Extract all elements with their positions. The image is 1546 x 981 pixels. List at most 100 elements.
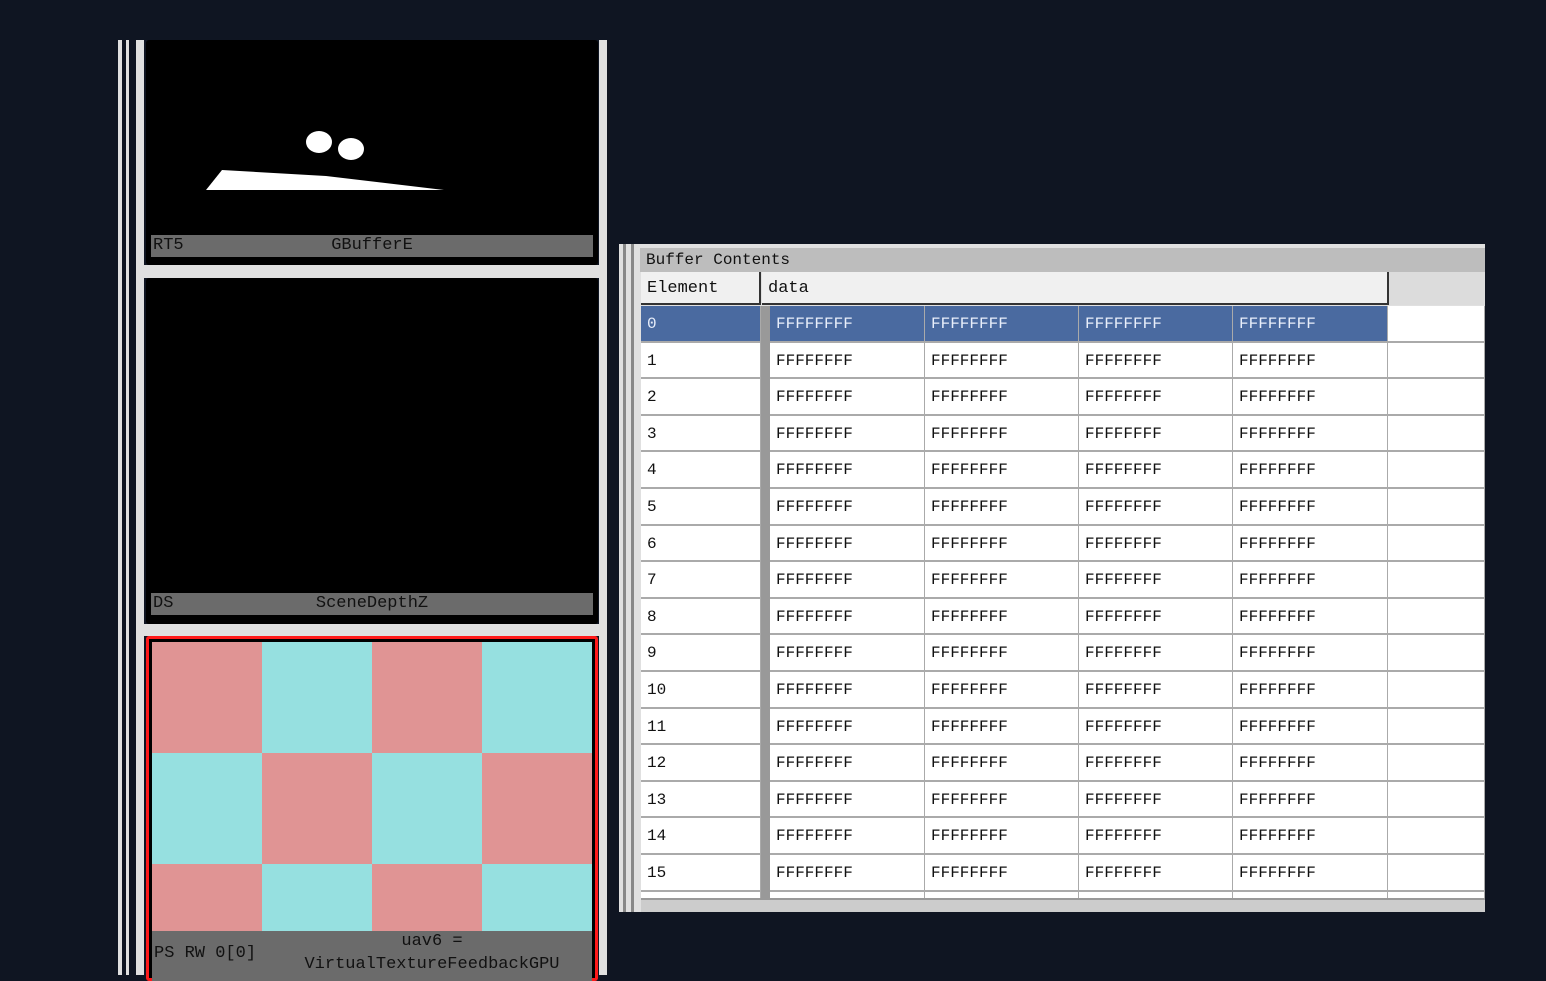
data-cell[interactable]: FFFFFFFF [770, 379, 925, 416]
data-cell[interactable]: FFFFFFFF [770, 415, 925, 453]
data-cell[interactable]: FFFFFFFF [925, 489, 1079, 526]
data-cell[interactable]: FFFFFFFF [1079, 525, 1233, 563]
element-index-cell[interactable]: 10 [641, 672, 761, 709]
empty-cell[interactable] [1388, 708, 1485, 746]
data-cell[interactable]: FFFFFFFF [925, 562, 1079, 599]
empty-cell[interactable] [1388, 379, 1485, 416]
thumbnail-uav6-selected[interactable]: PS RW 0[0] uav6 = VirtualTextureFeedback… [146, 636, 598, 981]
element-index-cell[interactable]: 7 [641, 562, 761, 599]
empty-cell[interactable] [1388, 818, 1485, 855]
data-cell[interactable]: FFFFFFFF [1233, 598, 1388, 636]
table-row[interactable]: 5 FFFFFFFF FFFFFFFF FFFFFFFF FFFFFFFF [641, 489, 1485, 526]
element-index-cell[interactable]: 0 [641, 306, 761, 343]
data-cell[interactable]: FFFFFFFF [1079, 415, 1233, 453]
data-cell[interactable]: FFFFFFFF [1079, 672, 1233, 709]
data-cell[interactable]: FFFFFFFF [925, 745, 1079, 782]
element-index-cell[interactable]: 4 [641, 452, 761, 489]
data-cell[interactable]: FFFFFFFF [925, 525, 1079, 563]
table-row[interactable]: 3 FFFFFFFF FFFFFFFF FFFFFFFF FFFFFFFF [641, 415, 1485, 453]
data-cell[interactable]: FFFFFFFF [1233, 379, 1388, 416]
data-cell[interactable]: FFFFFFFF [925, 379, 1079, 416]
data-cell[interactable]: FFFFFFFF [1233, 306, 1388, 343]
data-cell[interactable]: FFFFFFFF [770, 452, 925, 489]
empty-cell[interactable] [1388, 452, 1485, 489]
element-index-cell[interactable]: 12 [641, 745, 761, 782]
empty-cell[interactable] [1388, 635, 1485, 672]
data-cell[interactable]: FFFFFFFF [1079, 342, 1233, 380]
data-cell[interactable]: FFFFFFFF [925, 818, 1079, 855]
horizontal-scrollbar[interactable] [641, 898, 1485, 912]
element-index-cell[interactable]: 13 [641, 781, 761, 819]
data-cell[interactable]: FFFFFFFF [1079, 781, 1233, 819]
element-index-cell[interactable]: 2 [641, 379, 761, 416]
data-cell[interactable]: FFFFFFFF [925, 598, 1079, 636]
data-cell[interactable]: FFFFFFFF [925, 635, 1079, 672]
table-row[interactable]: 6 FFFFFFFF FFFFFFFF FFFFFFFF FFFFFFFF [641, 525, 1485, 563]
data-cell[interactable]: FFFFFFFF [770, 306, 925, 343]
data-cell[interactable]: FFFFFFFF [1233, 855, 1388, 892]
data-cell[interactable]: FFFFFFFF [770, 342, 925, 380]
empty-cell[interactable] [1388, 489, 1485, 526]
table-row[interactable]: 11 FFFFFFFF FFFFFFFF FFFFFFFF FFFFFFFF [641, 708, 1485, 746]
element-index-cell[interactable]: 1 [641, 342, 761, 380]
data-cell[interactable]: FFFFFFFF [1233, 781, 1388, 819]
data-cell[interactable]: FFFFFFFF [925, 708, 1079, 746]
table-row[interactable]: 12 FFFFFFFF FFFFFFFF FFFFFFFF FFFFFFFF [641, 745, 1485, 782]
data-cell[interactable]: FFFFFFFF [770, 745, 925, 782]
data-cell[interactable]: FFFFFFFF [1079, 708, 1233, 746]
data-cell[interactable]: FFFFFFFF [1079, 855, 1233, 892]
column-header-element[interactable]: Element [641, 272, 761, 305]
data-cell[interactable]: FFFFFFFF [770, 635, 925, 672]
data-cell[interactable]: FFFFFFFF [1233, 672, 1388, 709]
table-row[interactable]: 13 FFFFFFFF FFFFFFFF FFFFFFFF FFFFFFFF [641, 781, 1485, 819]
empty-cell[interactable] [1388, 342, 1485, 380]
data-cell[interactable]: FFFFFFFF [770, 489, 925, 526]
element-index-cell[interactable]: 15 [641, 855, 761, 892]
empty-cell[interactable] [1388, 562, 1485, 599]
data-cell[interactable]: FFFFFFFF [1233, 818, 1388, 855]
data-cell[interactable]: FFFFFFFF [925, 672, 1079, 709]
element-index-cell[interactable]: 14 [641, 818, 761, 855]
data-cell[interactable]: FFFFFFFF [1233, 342, 1388, 380]
table-row[interactable]: 8 FFFFFFFF FFFFFFFF FFFFFFFF FFFFFFFF [641, 598, 1485, 636]
data-cell[interactable]: FFFFFFFF [770, 781, 925, 819]
empty-cell[interactable] [1388, 525, 1485, 563]
thumbnail-gbuffere[interactable]: RT5 GBufferE [146, 40, 598, 265]
table-row[interactable]: 4 FFFFFFFF FFFFFFFF FFFFFFFF FFFFFFFF [641, 452, 1485, 489]
empty-cell[interactable] [1388, 415, 1485, 453]
data-cell[interactable]: FFFFFFFF [1079, 598, 1233, 636]
data-cell[interactable]: FFFFFFFF [770, 818, 925, 855]
data-cell[interactable]: FFFFFFFF [1079, 306, 1233, 343]
data-cell[interactable]: FFFFFFFF [1233, 415, 1388, 453]
element-index-cell[interactable]: 5 [641, 489, 761, 526]
element-index-cell[interactable]: 3 [641, 415, 761, 453]
data-cell[interactable]: FFFFFFFF [1079, 745, 1233, 782]
data-cell[interactable]: FFFFFFFF [1079, 562, 1233, 599]
empty-cell[interactable] [1388, 855, 1485, 892]
data-cell[interactable]: FFFFFFFF [1233, 525, 1388, 563]
element-index-cell[interactable]: 6 [641, 525, 761, 563]
table-row[interactable]: 10 FFFFFFFF FFFFFFFF FFFFFFFF FFFFFFFF [641, 672, 1485, 709]
table-row[interactable]: 0 FFFFFFFF FFFFFFFF FFFFFFFF FFFFFFFF [641, 306, 1485, 343]
element-index-cell[interactable]: 8 [641, 598, 761, 636]
data-cell[interactable]: FFFFFFFF [925, 781, 1079, 819]
data-cell[interactable]: FFFFFFFF [925, 855, 1079, 892]
thumbnail-scenedepthz[interactable]: DS SceneDepthZ [146, 278, 598, 624]
data-cell[interactable]: FFFFFFFF [1079, 379, 1233, 416]
table-row[interactable]: 15 FFFFFFFF FFFFFFFF FFFFFFFF FFFFFFFF [641, 855, 1485, 892]
data-cell[interactable]: FFFFFFFF [770, 672, 925, 709]
empty-cell[interactable] [1388, 598, 1485, 636]
empty-cell[interactable] [1388, 781, 1485, 819]
data-cell[interactable]: FFFFFFFF [1233, 708, 1388, 746]
data-cell[interactable]: FFFFFFFF [770, 855, 925, 892]
table-row[interactable]: 7 FFFFFFFF FFFFFFFF FFFFFFFF FFFFFFFF [641, 562, 1485, 599]
table-row[interactable]: 14 FFFFFFFF FFFFFFFF FFFFFFFF FFFFFFFF [641, 818, 1485, 855]
empty-cell[interactable] [1388, 306, 1485, 343]
data-cell[interactable]: FFFFFFFF [1233, 745, 1388, 782]
data-cell[interactable]: FFFFFFFF [1079, 452, 1233, 489]
data-cell[interactable]: FFFFFFFF [925, 415, 1079, 453]
data-cell[interactable]: FFFFFFFF [1233, 452, 1388, 489]
data-cell[interactable]: FFFFFFFF [925, 452, 1079, 489]
data-cell[interactable]: FFFFFFFF [925, 306, 1079, 343]
data-cell[interactable]: FFFFFFFF [770, 525, 925, 563]
